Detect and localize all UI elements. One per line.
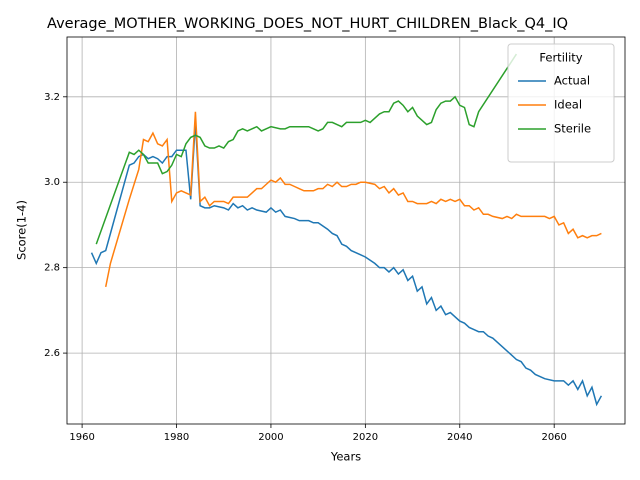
x-tick-label: 1960 [69, 432, 94, 443]
x-tick-label: 1980 [164, 432, 189, 443]
series-line [104, 111, 602, 288]
y-axis-label: Score(1-4) [15, 200, 29, 260]
series-line [95, 53, 518, 245]
legend-box [507, 43, 615, 163]
y-tick-label: 2.6 [44, 348, 60, 359]
y-tick-label: 3.2 [44, 92, 60, 103]
axes-frame [66, 36, 626, 425]
x-tick-label: 2000 [258, 432, 283, 443]
legend-label: Actual [554, 74, 590, 88]
legend-label: Ideal [554, 98, 582, 112]
series-line [90, 122, 603, 407]
legend-title: Fertility [539, 51, 582, 65]
y-tick-label: 3.0 [44, 177, 60, 188]
chart-title: Average_MOTHER_WORKING_DOES_NOT_HURT_CHI… [47, 16, 568, 32]
x-tick-label: 2040 [447, 432, 472, 443]
x-tick-label: 2020 [353, 432, 378, 443]
legend-label: Sterile [554, 122, 591, 136]
y-tick-label: 2.8 [44, 263, 60, 274]
x-tick-label: 2060 [541, 432, 566, 443]
x-axis-label: Years [330, 450, 361, 464]
